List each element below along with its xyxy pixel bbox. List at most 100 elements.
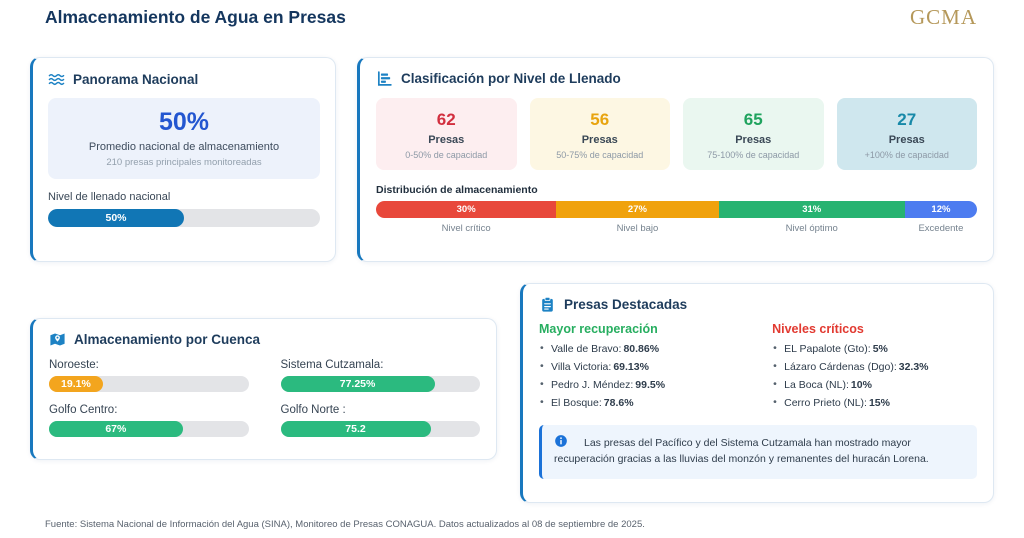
national-average-card: 50% Promedio nacional de almacenamiento … xyxy=(48,98,320,179)
cuenca-fill-3: 75.2 xyxy=(280,421,431,437)
cuencas-grid: Noroeste: 19.1% Sistema Cutzamala: 77.25… xyxy=(49,359,480,437)
dam-name: La Boca (NL): xyxy=(784,379,849,391)
list-item: Villa Victoria:69.13% xyxy=(539,360,754,373)
cuenca-item: Golfo Centro: 67% xyxy=(49,404,249,437)
list-item: Pedro J. Méndez:99.5% xyxy=(539,378,754,391)
dam-name: Valle de Bravo: xyxy=(551,343,622,355)
card-range: 50-75% de capacidad xyxy=(556,150,644,160)
classification-card-2: 65 Presas 75-100% de capacidad xyxy=(683,98,824,170)
panorama-title: Panorama Nacional xyxy=(73,72,199,87)
card-unit: Presas xyxy=(888,134,925,146)
list-item: Valle de Bravo:80.86% xyxy=(539,342,754,355)
cuenca-label: Noroeste: xyxy=(49,359,99,371)
destacadas-columns: Mayor recuperación Valle de Bravo:80.86%… xyxy=(539,322,977,415)
dam-value: 80.86% xyxy=(623,343,660,355)
destacadas-header: Presas Destacadas xyxy=(539,296,977,313)
card-count: 27 xyxy=(897,110,917,129)
cuenca-track: 75.2 xyxy=(280,421,480,437)
dam-name: Pedro J. Méndez: xyxy=(551,379,634,391)
cuenca-label: Golfo Norte : xyxy=(280,404,346,416)
recovery-column: Mayor recuperación Valle de Bravo:80.86%… xyxy=(539,322,754,415)
bar-chart-icon xyxy=(377,71,392,86)
dam-value: 69.13% xyxy=(613,361,649,373)
panel-cuencas: Almacenamiento por Cuenca Noroeste: 19.1… xyxy=(30,318,497,460)
card-range: 0-50% de capacidad xyxy=(405,150,488,160)
classification-card-1: 56 Presas 50-75% de capacidad xyxy=(529,98,670,170)
dam-value: 78.6% xyxy=(603,397,634,409)
classification-card-0: 62 Presas 0-50% de capacidad xyxy=(376,98,517,170)
clasificacion-header: Clasificación por Nivel de Llenado xyxy=(376,70,977,87)
classification-cards: 62 Presas 0-50% de capacidad 56 Presas 5… xyxy=(376,98,977,170)
national-average-label: Promedio nacional de almacenamiento xyxy=(88,141,280,153)
dam-value: 5% xyxy=(872,343,888,355)
dam-name: Cerro Prieto (NL): xyxy=(784,397,867,409)
cuenca-label: Golfo Centro: xyxy=(49,404,118,416)
recovery-list: Valle de Bravo:80.86% Villa Victoria:69.… xyxy=(539,342,754,409)
critical-list: EL Papalote (Gto):5% Lázaro Cárdenas (Dg… xyxy=(772,342,977,409)
waves-icon xyxy=(48,73,65,86)
list-item: La Boca (NL):10% xyxy=(772,378,977,391)
info-note-text: Las presas del Pacífico y del Sistema Cu… xyxy=(554,437,929,466)
panorama-header: Panorama Nacional xyxy=(48,71,320,88)
dist-segment-1: 27% xyxy=(556,201,719,218)
list-item: Lázaro Cárdenas (Dgo):32.3% xyxy=(772,360,977,373)
distribution-bar: 30% 27% 31% 12% xyxy=(376,201,977,218)
card-range: 75-100% de capacidad xyxy=(707,150,800,160)
map-pin-icon xyxy=(50,333,65,346)
dist-name-2: Nivel óptimo xyxy=(785,223,838,234)
card-unit: Presas xyxy=(428,134,465,146)
cuenca-item: Sistema Cutzamala: 77.25% xyxy=(280,359,480,392)
cuenca-item: Noroeste: 19.1% xyxy=(49,359,249,392)
cuenca-fill-2: 67% xyxy=(49,421,183,437)
dam-value: 10% xyxy=(850,379,872,391)
dist-name-0: Nivel crítico xyxy=(441,223,491,234)
recovery-title: Mayor recuperación xyxy=(539,322,658,336)
panel-presas-destacadas: Presas Destacadas Mayor recuperación Val… xyxy=(520,283,994,503)
clipboard-icon xyxy=(542,297,553,312)
national-bar-label: Nivel de llenado nacional xyxy=(48,191,171,203)
dam-value: 99.5% xyxy=(635,379,666,391)
page-title: Almacenamiento de Agua en Presas xyxy=(45,7,346,27)
dam-value: 15% xyxy=(868,397,890,409)
card-unit: Presas xyxy=(735,134,772,146)
critical-column: Niveles críticos EL Papalote (Gto):5% Lá… xyxy=(772,322,977,415)
distribution-names: Nivel crítico Nivel bajo Nivel óptimo Ex… xyxy=(376,223,977,234)
cuencas-title: Almacenamiento por Cuenca xyxy=(74,332,261,347)
dist-segment-3: 12% xyxy=(904,201,977,218)
cuenca-track: 19.1% xyxy=(49,376,249,392)
destacadas-title: Presas Destacadas xyxy=(564,297,688,312)
card-count: 56 xyxy=(590,110,610,129)
cuenca-track: 67% xyxy=(49,421,249,437)
card-count: 65 xyxy=(743,110,763,129)
dam-value: 32.3% xyxy=(898,361,929,373)
national-progress-fill: 50% xyxy=(48,209,184,227)
dam-name: Lázaro Cárdenas (Dgo): xyxy=(784,361,897,373)
national-average-value: 50% xyxy=(158,108,210,136)
card-count: 62 xyxy=(436,110,456,129)
cuenca-item: Golfo Norte : 75.2 xyxy=(280,404,480,437)
cuencas-header: Almacenamiento por Cuenca xyxy=(49,331,480,348)
list-item: Cerro Prieto (NL):15% xyxy=(772,396,977,409)
dist-segment-2: 31% xyxy=(718,201,905,218)
cuenca-label: Sistema Cutzamala: xyxy=(280,359,384,371)
dam-name: Villa Victoria: xyxy=(551,361,612,373)
dist-name-3: Excedente xyxy=(918,223,964,234)
list-item: EL Papalote (Gto):5% xyxy=(772,342,977,355)
source-footer: Fuente: Sistema Nacional de Información … xyxy=(45,519,645,530)
cuenca-track: 77.25% xyxy=(280,376,480,392)
card-range: +100% de capacidad xyxy=(864,150,949,160)
classification-card-3: 27 Presas +100% de capacidad xyxy=(836,98,977,170)
dam-name: EL Papalote (Gto): xyxy=(784,343,871,355)
dam-name: El Bosque: xyxy=(551,397,602,409)
dist-segment-0: 30% xyxy=(376,201,557,218)
cuenca-fill-1: 77.25% xyxy=(280,376,435,392)
list-item: El Bosque:78.6% xyxy=(539,396,754,409)
panel-clasificacion: Clasificación por Nivel de Llenado 62 Pr… xyxy=(357,57,994,262)
distribution-title: Distribución de almacenamiento xyxy=(376,184,538,196)
cuenca-fill-0: 19.1% xyxy=(49,376,103,392)
card-unit: Presas xyxy=(581,134,618,146)
info-note: Las presas del Pacífico y del Sistema Cu… xyxy=(539,425,977,479)
clasificacion-title: Clasificación por Nivel de Llenado xyxy=(401,71,621,86)
national-progress-track: 50% xyxy=(48,209,320,227)
brand-logo: GCMA xyxy=(909,5,977,29)
